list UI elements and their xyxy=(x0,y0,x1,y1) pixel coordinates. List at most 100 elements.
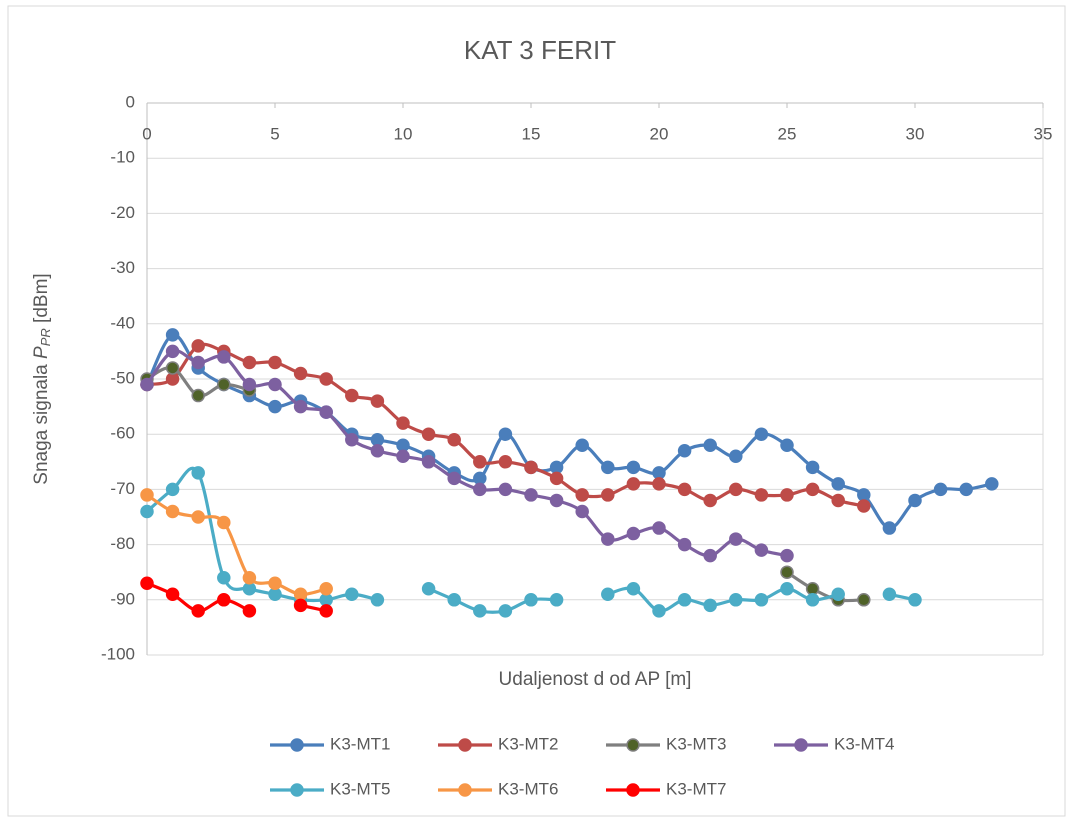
data-point xyxy=(729,449,743,464)
data-point xyxy=(549,593,564,607)
legend-marker xyxy=(458,783,472,797)
data-point xyxy=(345,587,359,602)
data-point xyxy=(293,587,308,602)
legend-marker xyxy=(290,783,304,797)
data-point xyxy=(498,604,513,618)
y-tick-label: -60 xyxy=(110,424,135,443)
data-point xyxy=(729,593,743,607)
data-point xyxy=(575,438,589,452)
data-point xyxy=(396,416,410,430)
data-point xyxy=(908,593,922,607)
data-point xyxy=(370,394,385,408)
y-tick-label: -30 xyxy=(110,258,135,277)
data-point xyxy=(549,460,564,475)
data-point xyxy=(652,466,666,480)
legend-label: K3-MT7 xyxy=(666,779,726,798)
data-point xyxy=(780,488,794,502)
legend-label: K3-MT5 xyxy=(330,779,390,798)
data-point xyxy=(805,482,820,497)
chart-title: KAT 3 FERIT xyxy=(464,35,616,65)
data-point xyxy=(242,377,257,392)
data-point xyxy=(626,526,641,541)
x-tick-label: 15 xyxy=(522,124,541,143)
data-point xyxy=(780,565,794,579)
x-tick-label: 10 xyxy=(394,124,413,143)
data-point xyxy=(447,471,461,486)
data-point xyxy=(652,477,666,491)
data-point xyxy=(242,355,257,370)
data-point xyxy=(857,499,871,513)
data-point xyxy=(857,488,871,502)
data-point xyxy=(985,477,999,491)
data-point xyxy=(319,593,333,607)
data-point xyxy=(575,488,589,502)
data-point xyxy=(754,593,769,607)
data-point xyxy=(626,477,641,491)
y-tick-label: -100 xyxy=(101,644,135,663)
legend-marker xyxy=(290,738,304,752)
data-point xyxy=(601,488,615,502)
data-point xyxy=(703,598,717,613)
data-point xyxy=(703,438,717,452)
data-point xyxy=(421,582,436,596)
data-point xyxy=(396,438,410,452)
data-point xyxy=(805,460,820,475)
data-point xyxy=(447,593,461,607)
legend-label: K3-MT2 xyxy=(498,734,558,753)
data-point xyxy=(754,427,769,441)
data-point xyxy=(370,593,385,607)
data-point xyxy=(293,366,308,381)
data-point xyxy=(677,537,692,552)
data-point xyxy=(805,582,820,596)
series-line xyxy=(145,466,916,614)
data-point xyxy=(524,593,538,607)
data-point xyxy=(268,587,282,602)
data-point xyxy=(549,471,564,486)
data-point xyxy=(191,604,205,618)
data-point xyxy=(293,598,308,613)
data-point xyxy=(370,432,385,447)
y-axis-label: Snaga signala PPR [dBm] xyxy=(31,273,53,484)
x-tick-label: 25 xyxy=(778,124,797,143)
data-point xyxy=(165,587,180,602)
data-point xyxy=(319,604,333,618)
chart-border xyxy=(7,5,1066,817)
data-point xyxy=(780,582,794,596)
data-point xyxy=(831,587,845,602)
data-point xyxy=(345,432,359,447)
data-point xyxy=(780,548,794,563)
data-point xyxy=(729,532,743,546)
data-point xyxy=(805,593,820,607)
data-point xyxy=(165,361,180,375)
data-point xyxy=(140,488,154,502)
data-point xyxy=(217,570,231,585)
data-point xyxy=(242,604,257,618)
data-point xyxy=(319,372,333,386)
data-point xyxy=(165,344,180,359)
y-tick-label: -10 xyxy=(110,148,135,167)
data-point xyxy=(345,388,359,403)
data-point xyxy=(268,355,282,370)
data-point xyxy=(447,432,461,447)
x-tick-label: 35 xyxy=(1034,124,1053,143)
data-point xyxy=(140,576,154,590)
data-point xyxy=(729,482,743,497)
data-point xyxy=(601,532,615,546)
data-point xyxy=(140,504,154,519)
data-point xyxy=(754,488,769,502)
data-point xyxy=(524,460,538,475)
data-point xyxy=(217,593,231,607)
data-point xyxy=(268,576,282,590)
data-point xyxy=(601,460,615,475)
data-point xyxy=(191,388,205,403)
data-point xyxy=(319,582,333,596)
legend-label: K3-MT4 xyxy=(834,734,894,753)
data-point xyxy=(370,444,385,458)
y-tick-label: -40 xyxy=(110,313,135,332)
data-point xyxy=(933,482,948,497)
data-point xyxy=(652,521,666,535)
data-point xyxy=(191,510,205,524)
legend-marker xyxy=(458,738,472,752)
data-point xyxy=(524,488,538,502)
